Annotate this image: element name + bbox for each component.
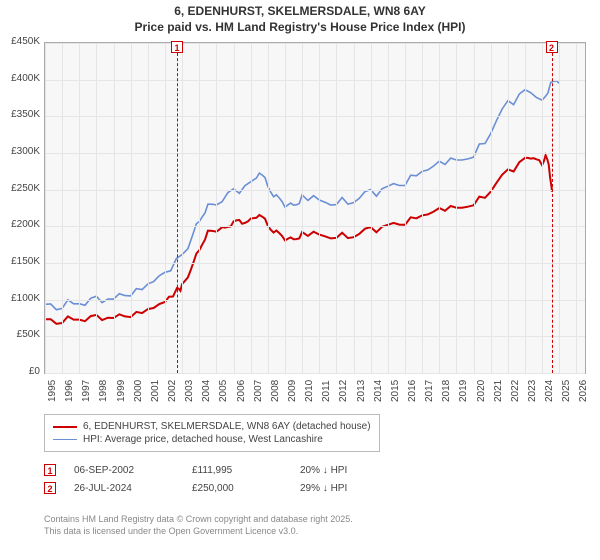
x-tick-label: 2022 (510, 380, 521, 402)
legend-item: HPI: Average price, detached house, West… (53, 434, 371, 445)
x-tick-label: 2023 (527, 380, 538, 402)
x-tick-label: 2002 (167, 380, 178, 402)
x-tick-label: 1998 (98, 380, 109, 402)
title-line-1: 6, EDENHURST, SKELMERSDALE, WN8 6AY (0, 4, 600, 20)
marker-row: 1 06-SEP-2002 £111,995 20% ↓ HPI (44, 464, 347, 476)
x-tick-label: 2014 (373, 380, 384, 402)
x-tick-label: 2008 (270, 380, 281, 402)
x-tick-label: 2012 (338, 380, 349, 402)
marker-table: 1 06-SEP-2002 £111,995 20% ↓ HPI 2 26-JUL-202… (44, 458, 347, 496)
series-price_paid (45, 155, 552, 324)
y-tick-label: £150K (2, 256, 40, 267)
marker-badge: 2 (44, 482, 56, 494)
sale-marker-1: 1 (171, 41, 183, 53)
y-tick-label: £400K (2, 73, 40, 84)
y-tick-label: £50K (2, 329, 40, 340)
line-layer (45, 43, 585, 373)
marker-row: 2 26-JUL-2024 £250,000 29% ↓ HPI (44, 482, 347, 494)
footer-line-2: This data is licensed under the Open Gov… (44, 526, 353, 538)
x-tick-label: 2004 (201, 380, 212, 402)
marker-delta: 29% ↓ HPI (300, 483, 347, 494)
x-tick-label: 2019 (458, 380, 469, 402)
y-tick-label: £300K (2, 146, 40, 157)
sale-marker-2: 2 (546, 41, 558, 53)
title-line-2: Price paid vs. HM Land Registry's House … (0, 20, 600, 36)
legend-item: 6, EDENHURST, SKELMERSDALE, WN8 6AY (det… (53, 421, 371, 432)
x-tick-label: 2001 (150, 380, 161, 402)
marker-price: £250,000 (192, 483, 282, 494)
y-tick-label: £100K (2, 293, 40, 304)
x-tick-label: 2016 (407, 380, 418, 402)
chart-title: 6, EDENHURST, SKELMERSDALE, WN8 6AY Pric… (0, 0, 600, 35)
x-tick-label: 1995 (47, 380, 58, 402)
x-tick-label: 2011 (321, 380, 332, 402)
x-tick-label: 2007 (253, 380, 264, 402)
x-tick-label: 2015 (390, 380, 401, 402)
legend-label: HPI: Average price, detached house, West… (83, 434, 323, 445)
x-tick-label: 2024 (544, 380, 555, 402)
y-tick-label: £450K (2, 36, 40, 47)
x-tick-label: 2021 (493, 380, 504, 402)
marker-badge: 1 (44, 464, 56, 476)
marker-date: 26-JUL-2024 (74, 483, 174, 494)
x-tick-label: 2026 (578, 380, 589, 402)
x-tick-label: 2017 (424, 380, 435, 402)
legend: 6, EDENHURST, SKELMERSDALE, WN8 6AY (det… (44, 414, 380, 452)
x-tick-label: 2010 (304, 380, 315, 402)
x-tick-label: 2020 (476, 380, 487, 402)
x-tick-label: 2025 (561, 380, 572, 402)
x-tick-label: 1999 (116, 380, 127, 402)
y-tick-label: £0 (2, 366, 40, 377)
x-tick-label: 2009 (287, 380, 298, 402)
legend-label: 6, EDENHURST, SKELMERSDALE, WN8 6AY (det… (83, 421, 371, 432)
x-tick-label: 2000 (133, 380, 144, 402)
y-tick-label: £200K (2, 219, 40, 230)
marker-price: £111,995 (192, 465, 282, 476)
x-tick-label: 2006 (236, 380, 247, 402)
footer-line-1: Contains HM Land Registry data © Crown c… (44, 514, 353, 526)
x-tick-label: 1997 (81, 380, 92, 402)
x-tick-label: 2013 (356, 380, 367, 402)
x-tick-label: 2018 (441, 380, 452, 402)
x-tick-label: 1996 (64, 380, 75, 402)
x-tick-label: 2005 (218, 380, 229, 402)
x-tick-label: 2003 (184, 380, 195, 402)
chart-container: { "title_line1": "6, EDENHURST, SKELMERS… (0, 0, 600, 560)
y-tick-label: £350K (2, 109, 40, 120)
attribution-footer: Contains HM Land Registry data © Crown c… (44, 514, 353, 537)
y-tick-label: £250K (2, 183, 40, 194)
marker-date: 06-SEP-2002 (74, 465, 174, 476)
plot-area: 12 (44, 42, 586, 374)
marker-delta: 20% ↓ HPI (300, 465, 347, 476)
